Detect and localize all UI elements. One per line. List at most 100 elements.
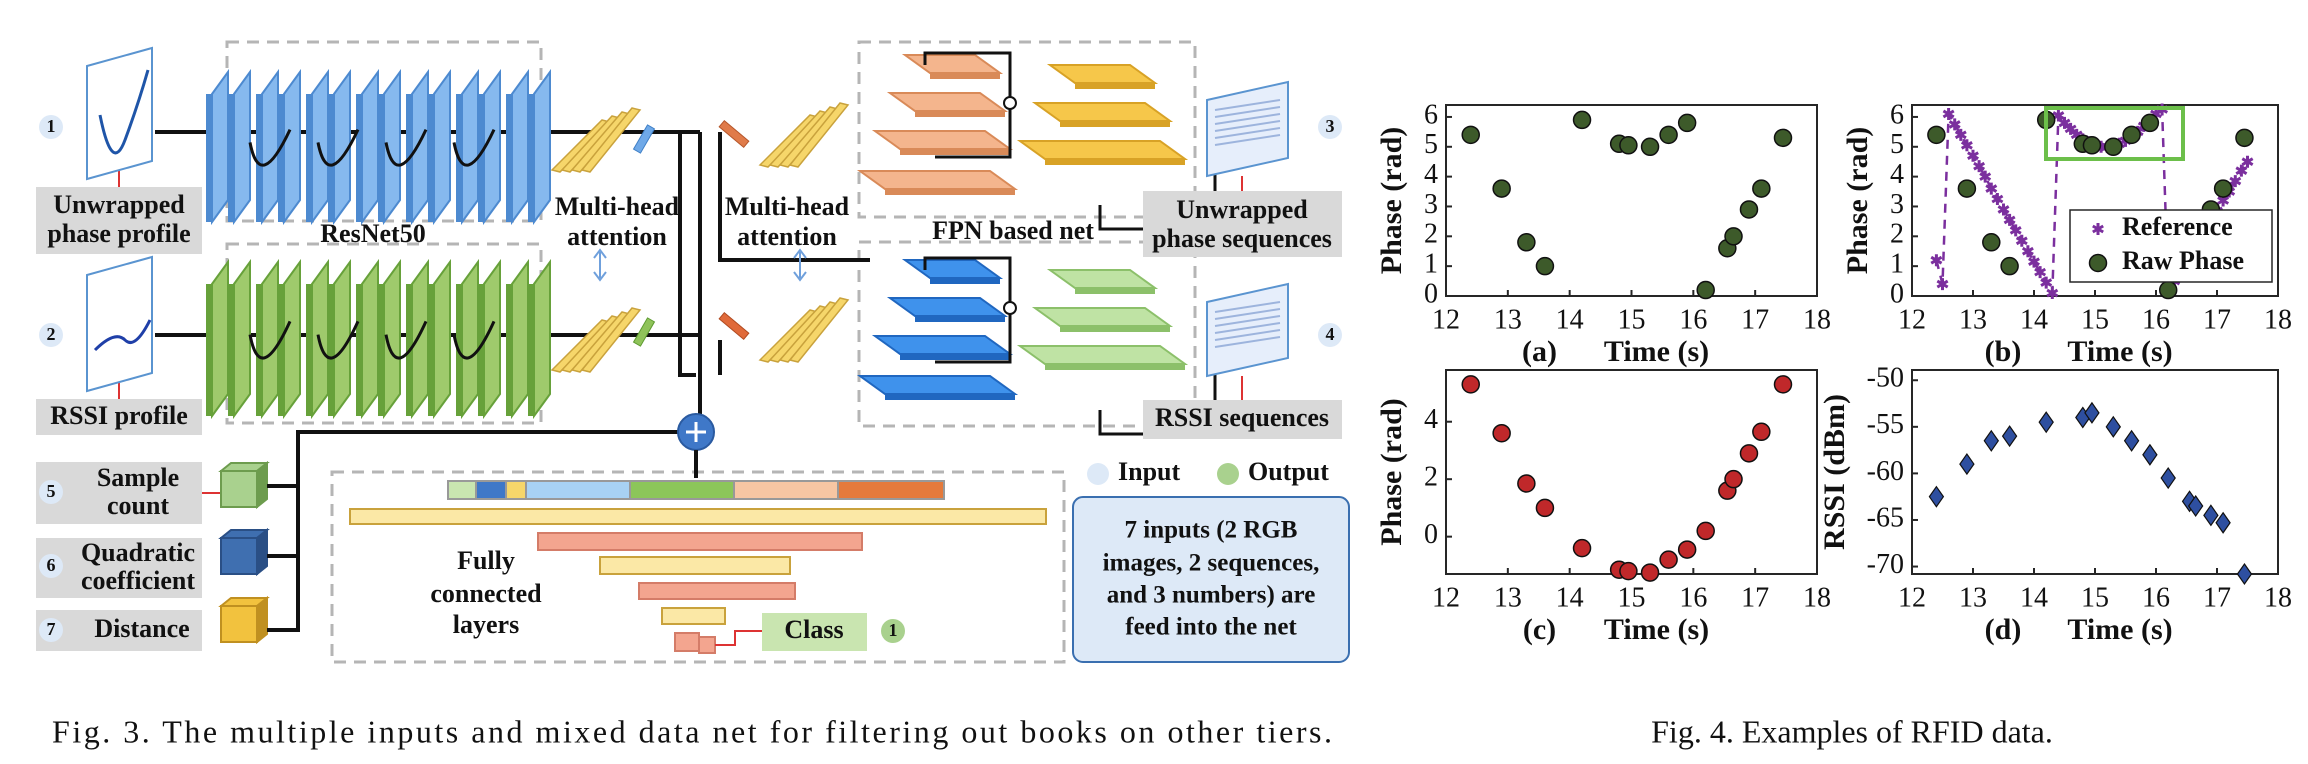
data-point	[2140, 113, 2160, 133]
data-point	[1724, 469, 1743, 489]
data-point	[2160, 467, 2176, 490]
y-tick-label: 3	[1424, 189, 1438, 220]
data-point	[2015, 234, 2028, 247]
conv-layer-face	[378, 284, 384, 416]
fpn-arrow	[923, 256, 1012, 280]
y-tick-label: 4	[1890, 159, 1904, 190]
y-tick-label: 4	[1424, 159, 1438, 190]
y-tick-label: 4	[1424, 404, 1438, 435]
fpn-layer-edge	[915, 316, 1005, 322]
diagram-label: Output	[1248, 457, 1329, 486]
x-tick-label: 17	[2203, 304, 2231, 335]
data-point	[1985, 182, 1998, 195]
x-tick-label: 13	[1494, 582, 1522, 613]
input-dot	[39, 480, 63, 504]
x-tick-label: 18	[2264, 304, 2292, 335]
data-point	[1535, 256, 1555, 276]
fpn-layer-edge	[1075, 83, 1155, 89]
branch-arrow	[593, 248, 607, 282]
y-tick-label: -70	[1867, 549, 1904, 580]
sequence-row	[1214, 127, 1281, 139]
data-point	[2142, 443, 2158, 466]
diagram-label: layers	[453, 610, 519, 639]
rssi-curve	[93, 319, 152, 352]
data-point	[2040, 276, 2053, 289]
conv-layer-face	[356, 94, 362, 222]
conv-layer-face	[278, 94, 284, 222]
conv-layer-face	[328, 94, 334, 222]
diagram-label: Class	[784, 615, 843, 644]
conv-layer	[433, 68, 451, 226]
feature-vector	[632, 124, 656, 154]
data-point	[1942, 107, 1955, 120]
data-point	[1739, 444, 1759, 463]
skip-arrow	[316, 128, 360, 167]
y-tick-label: 5	[1890, 129, 1904, 160]
y-axis-label: Phase (rad)	[1375, 127, 1408, 274]
x-tick-label: 12	[1898, 304, 1926, 335]
diagram-label: Multi-head	[555, 192, 680, 221]
phase-curve	[98, 69, 150, 155]
data-point	[1739, 200, 1759, 219]
feature-vector	[718, 311, 750, 341]
conv-layer-face	[478, 284, 484, 416]
sequence-row	[1214, 308, 1281, 320]
dashed-frame	[857, 240, 1197, 428]
fc-layer	[475, 480, 507, 500]
y-tick-label: 0	[1424, 519, 1438, 550]
x-tick-label: 15	[1618, 304, 1646, 335]
x-tick-label: 18	[2264, 582, 2292, 613]
label-box	[36, 610, 202, 651]
data-point	[1461, 125, 1480, 145]
y-tick-label: 6	[1424, 99, 1438, 130]
diagram-label: Unwrapped	[1176, 195, 1308, 224]
data-point	[1724, 227, 1743, 246]
diagram-label: 7	[47, 619, 56, 639]
label-box	[36, 462, 202, 524]
x-tick-label: 13	[1959, 304, 1987, 335]
diagram-label: 3	[1326, 116, 1335, 136]
conv-layer	[233, 68, 251, 226]
data-point	[1619, 136, 1638, 155]
data-point	[2235, 128, 2254, 148]
fc-layer	[537, 532, 863, 551]
x-tick-label: 16	[1679, 582, 1707, 613]
flow-line	[718, 132, 870, 262]
input-image	[1206, 80, 1289, 178]
input-dot	[39, 115, 63, 139]
number-cube	[220, 537, 258, 575]
skip-arrow	[248, 128, 292, 167]
conv-layer	[283, 258, 301, 420]
conv-layer	[511, 258, 529, 420]
legend-dot	[1087, 463, 1109, 485]
conv-layer-face	[206, 284, 212, 416]
data-point	[1997, 203, 2010, 216]
diagram-label: images, 2 sequences,	[1103, 550, 1320, 577]
fpn-layer-edge	[1045, 364, 1185, 370]
data-point	[1461, 375, 1480, 394]
conv-layer	[411, 68, 429, 226]
plot-area	[1445, 369, 1818, 575]
fc-layer	[525, 480, 631, 500]
data-point	[2021, 245, 2034, 258]
x-tick-label: 13	[1959, 582, 1987, 613]
data-point	[2028, 255, 2040, 268]
conv-layer-face	[228, 94, 234, 222]
data-point	[2104, 137, 2123, 157]
data-point	[1640, 563, 1660, 582]
input-dot	[39, 323, 63, 347]
y-tick-label: -55	[1867, 409, 1904, 440]
attention-bar	[580, 107, 642, 173]
data-point	[1659, 125, 1678, 145]
data-point	[1677, 113, 1697, 133]
y-tick-label: 1	[1424, 249, 1438, 280]
label-box	[1143, 400, 1342, 439]
x-tick-label: 15	[1618, 582, 1646, 613]
branch-arrow	[793, 248, 807, 282]
number-cube-side	[256, 527, 268, 577]
fpn-layer-edge	[1060, 121, 1170, 127]
legend-marker	[2088, 253, 2108, 273]
data-point	[1696, 280, 1715, 300]
sequence-row	[1214, 329, 1281, 341]
conv-layer	[461, 68, 479, 226]
